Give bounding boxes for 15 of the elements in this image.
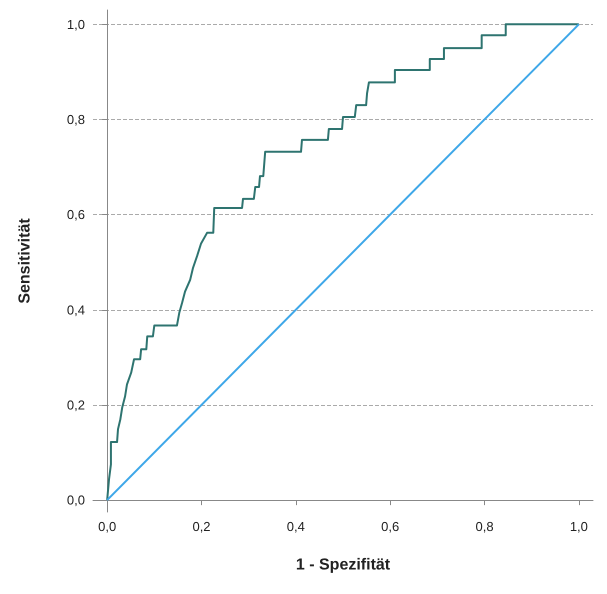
x-tick-label: 1,0 xyxy=(570,519,588,534)
y-tick-label: 0,4 xyxy=(66,302,85,318)
line-series xyxy=(106,23,580,502)
x-tick-label: 0,0 xyxy=(98,519,116,534)
x-tick-label: 0,4 xyxy=(286,519,305,534)
y-tick-label: 0,6 xyxy=(66,207,85,222)
x-axis-title: 1 - Spezifität xyxy=(296,556,391,574)
y-tick-label: 0,8 xyxy=(66,112,85,127)
x-tick-label: 0,8 xyxy=(475,519,494,534)
y-tick-label: 0,2 xyxy=(66,397,85,412)
y-tick-label: 1,0 xyxy=(66,16,85,32)
x-tick-label: 0,6 xyxy=(381,519,400,534)
x-tick-label: 0,2 xyxy=(192,519,211,534)
y-axis-title: Sensitivität xyxy=(16,218,34,304)
y-tick-label: 0,0 xyxy=(66,492,85,508)
